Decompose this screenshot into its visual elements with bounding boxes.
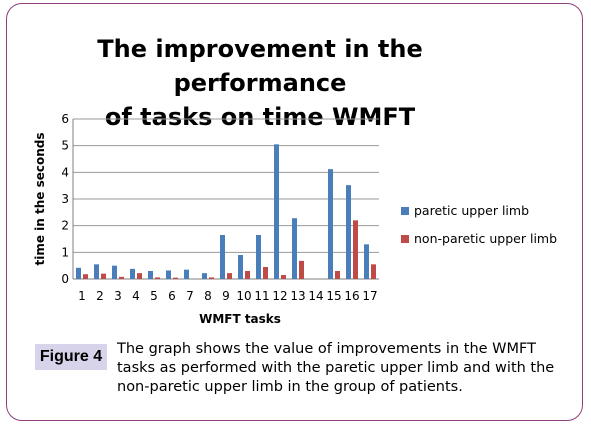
figure-frame xyxy=(6,3,583,421)
bar-non-paretic xyxy=(119,276,124,279)
bar-paretic xyxy=(130,268,135,279)
figure-label: Figure 4 xyxy=(35,344,107,370)
bar-non-paretic xyxy=(227,273,232,279)
bar-non-paretic xyxy=(281,275,286,279)
y-axis-title: time in the seconds xyxy=(33,132,47,265)
x-tick-label: 1 xyxy=(78,289,86,303)
y-tick-label: 6 xyxy=(61,112,69,126)
bar-non-paretic xyxy=(83,274,88,279)
x-tick-label: 8 xyxy=(204,289,212,303)
x-tick-label: 7 xyxy=(186,289,194,303)
y-tick-label: 1 xyxy=(61,245,69,259)
bar-paretic xyxy=(256,235,261,279)
y-tick-label: 5 xyxy=(61,139,69,153)
bar-non-paretic xyxy=(101,273,106,279)
bar-paretic xyxy=(202,273,207,279)
bar-paretic xyxy=(148,271,153,279)
legend-label-paretic: paretic upper limb xyxy=(414,203,529,218)
bar-paretic xyxy=(346,185,351,279)
x-tick-label: 10 xyxy=(236,289,251,303)
chart-title-line-1: The improvement in the performance xyxy=(97,35,423,97)
legend-swatch-paretic xyxy=(401,207,409,215)
bar-paretic xyxy=(364,244,369,279)
y-tick-label: 0 xyxy=(61,272,69,286)
bar-non-paretic xyxy=(335,271,340,279)
x-tick-label: 11 xyxy=(254,289,269,303)
bar-non-paretic xyxy=(371,264,376,279)
bar-non-paretic xyxy=(263,267,268,279)
x-tick-label: 4 xyxy=(132,289,140,303)
bar-paretic xyxy=(238,255,243,279)
figure-caption: The graph shows the value of improvement… xyxy=(117,341,555,395)
bar-paretic xyxy=(184,269,189,279)
x-tick-label: 12 xyxy=(272,289,287,303)
bar-paretic xyxy=(292,218,297,279)
x-tick-label: 9 xyxy=(222,289,230,303)
bar-non-paretic xyxy=(299,260,304,279)
chart-title: The improvement in the performance of ta… xyxy=(40,32,480,134)
bar-non-paretic xyxy=(353,220,358,279)
bar-paretic xyxy=(166,270,171,279)
bar-non-paretic xyxy=(209,277,214,279)
y-tick-label: 4 xyxy=(61,165,69,179)
bar-paretic xyxy=(112,265,117,279)
bar-non-paretic xyxy=(155,277,160,279)
x-tick-label: 14 xyxy=(308,289,323,303)
x-tick-label: 6 xyxy=(168,289,176,303)
y-tick-label: 3 xyxy=(61,192,69,206)
chart-title-line-2: of tasks on time WMFT xyxy=(104,103,416,131)
y-tick-label: 2 xyxy=(61,219,69,233)
x-tick-label: 15 xyxy=(326,289,341,303)
legend-label-non-paretic: non-paretic upper limb xyxy=(414,231,557,246)
bar-paretic xyxy=(76,267,81,279)
x-tick-label: 5 xyxy=(150,289,158,303)
legend-swatch-non-paretic xyxy=(401,235,409,243)
x-tick-label: 17 xyxy=(362,289,377,303)
bar-paretic xyxy=(94,264,99,279)
x-tick-label: 3 xyxy=(114,289,122,303)
x-tick-label: 16 xyxy=(344,289,359,303)
bar-non-paretic xyxy=(137,273,142,279)
bar-paretic xyxy=(274,144,279,279)
bar-non-paretic xyxy=(173,277,178,279)
x-axis-title: WMFT tasks xyxy=(199,312,281,326)
x-tick-label: 2 xyxy=(96,289,104,303)
bar-non-paretic xyxy=(245,271,250,279)
bar-paretic xyxy=(220,235,225,279)
x-tick-label: 13 xyxy=(290,289,305,303)
bar-paretic xyxy=(328,169,333,279)
